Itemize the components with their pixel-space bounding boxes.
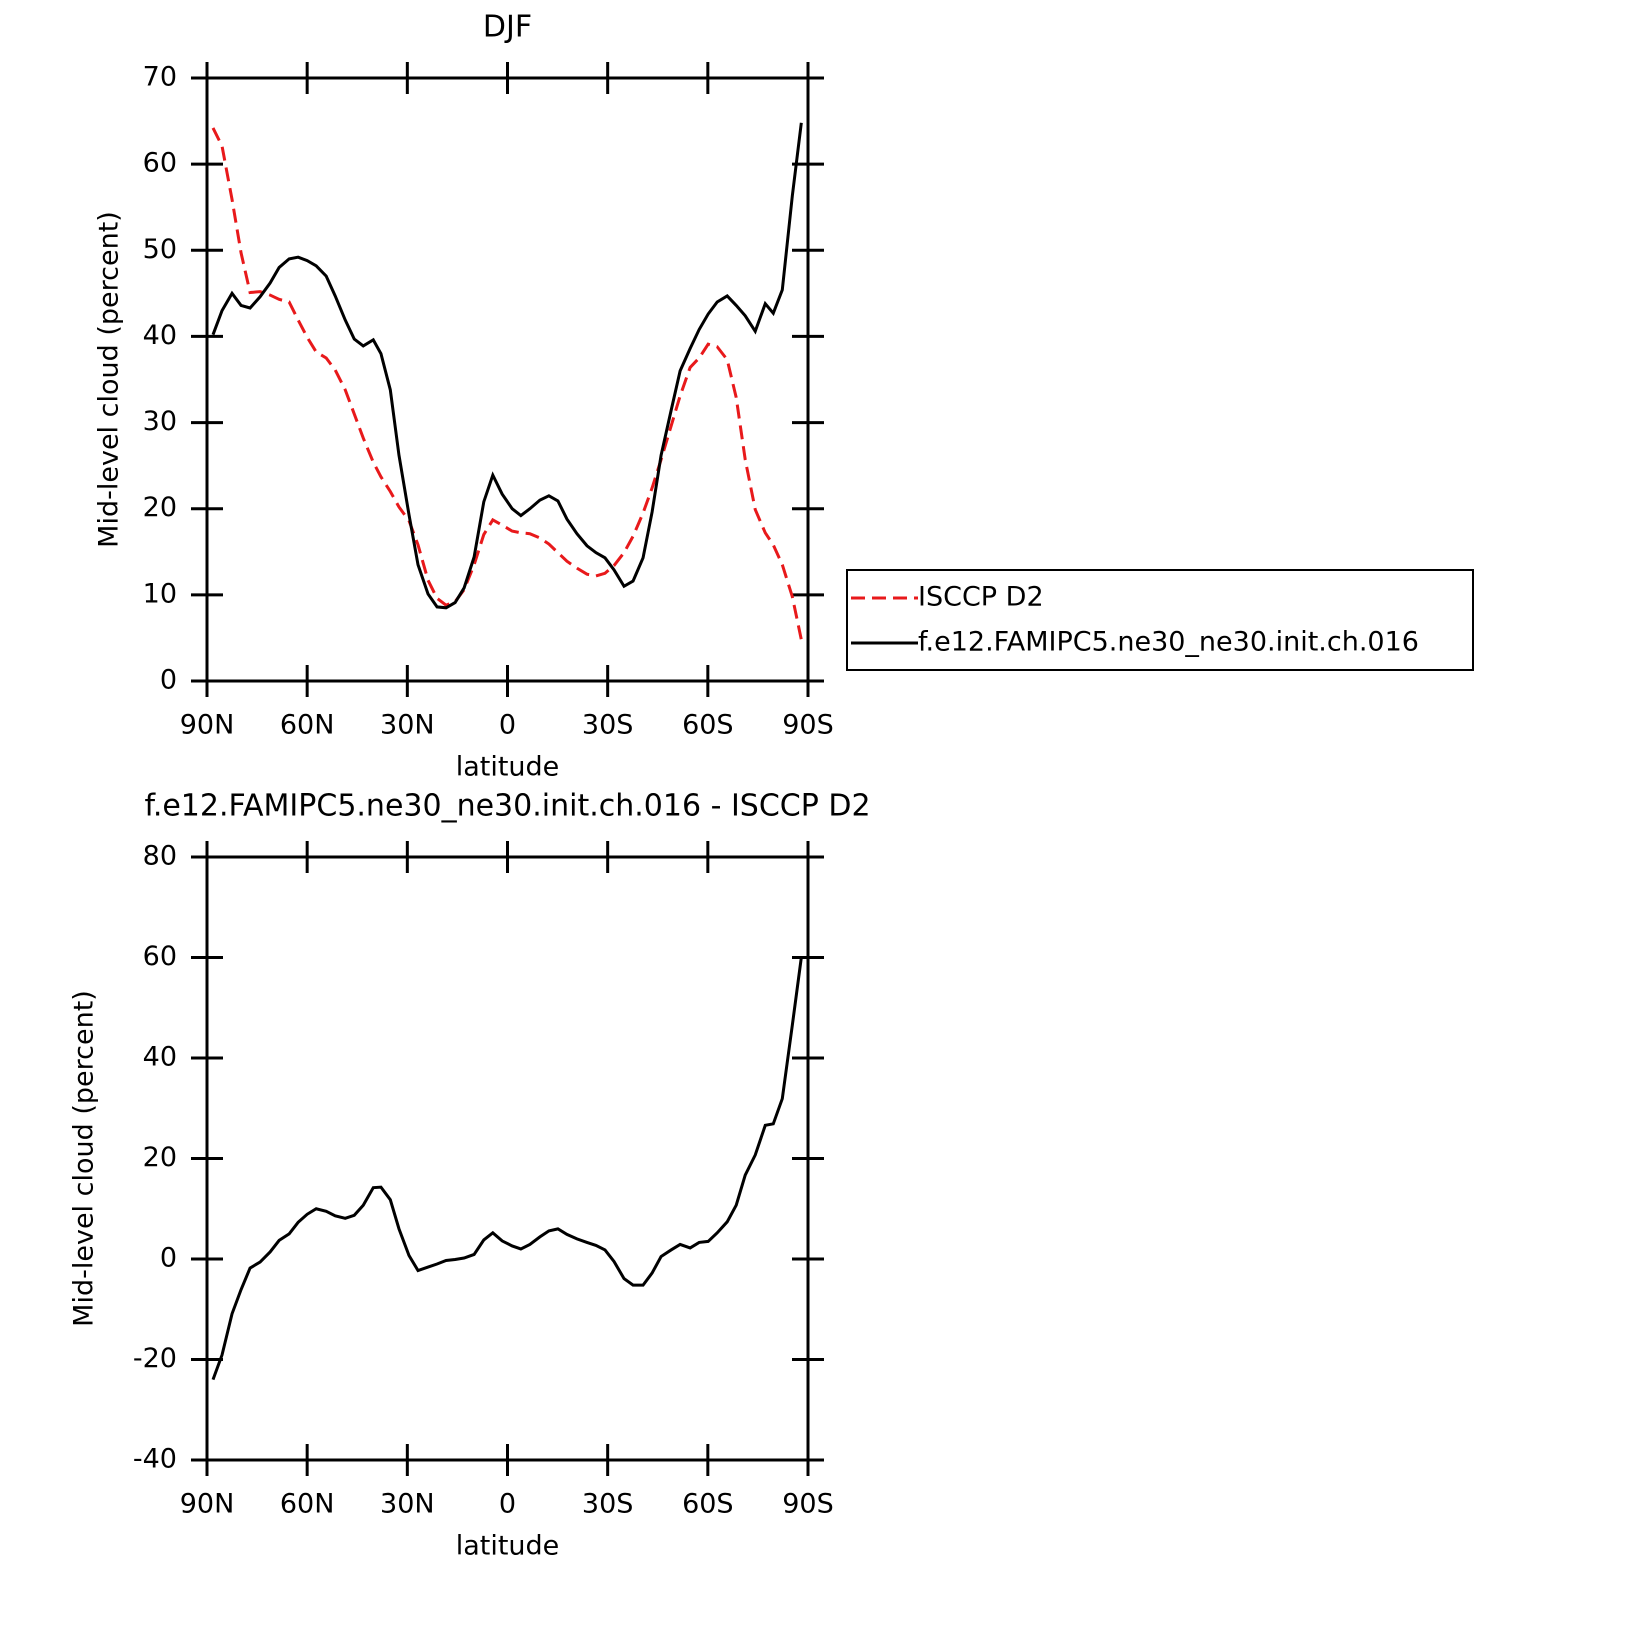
x-tick-label: 60N [280, 1489, 335, 1520]
x-tick-label: 90N [180, 1489, 235, 1520]
y-tick-label: 50 [143, 234, 177, 265]
x-tick-label: 30S [582, 1489, 634, 1520]
y-tick-label: 70 [143, 62, 177, 93]
y-tick-label: 80 [143, 841, 177, 872]
x-tick-label: 0 [499, 1489, 516, 1520]
x-tick-label: 30N [380, 1489, 435, 1520]
y-tick-label: -40 [133, 1444, 177, 1475]
x-tick-label: 60N [280, 710, 335, 741]
legend-label: f.e12.FAMIPC5.ne30_ne30.init.ch.016 [918, 627, 1419, 658]
y-tick-label: 60 [143, 148, 177, 179]
legend-label: ISCCP D2 [918, 582, 1044, 613]
x-tick-label: 60S [682, 1489, 734, 1520]
y-tick-label: 20 [143, 492, 177, 523]
y-tick-label: -20 [133, 1343, 177, 1374]
plot-frame [205, 76, 810, 683]
legend-box [846, 569, 1474, 671]
y-tick-label: 0 [160, 1243, 177, 1274]
y-tick-label: 20 [143, 1142, 177, 1173]
y-tick-label: 30 [143, 406, 177, 437]
data-line [211, 957, 803, 1381]
y-axis-label: Mid-level cloud (percent) [69, 990, 100, 1327]
chart-title: f.e12.FAMIPC5.ne30_ne30.init.ch.016 - IS… [144, 789, 870, 824]
x-axis-label: latitude [456, 752, 560, 783]
data-line [211, 127, 803, 640]
x-tick-label: 90S [782, 710, 834, 741]
x-tick-label: 60S [682, 710, 734, 741]
plot-frame [205, 855, 810, 1462]
y-tick-label: 0 [160, 665, 177, 696]
y-tick-label: 10 [143, 578, 177, 609]
y-tick-label: 40 [143, 320, 177, 351]
y-axis-label: Mid-level cloud (percent) [94, 211, 125, 548]
data-line [211, 122, 803, 610]
x-tick-label: 90N [180, 710, 235, 741]
x-tick-label: 0 [499, 710, 516, 741]
y-tick-label: 40 [143, 1042, 177, 1073]
x-tick-label: 90S [782, 1489, 834, 1520]
x-axis-label: latitude [456, 1531, 560, 1562]
x-tick-label: 30S [582, 710, 634, 741]
chart-title: DJF [483, 10, 532, 45]
y-tick-label: 60 [143, 941, 177, 972]
x-tick-label: 30N [380, 710, 435, 741]
